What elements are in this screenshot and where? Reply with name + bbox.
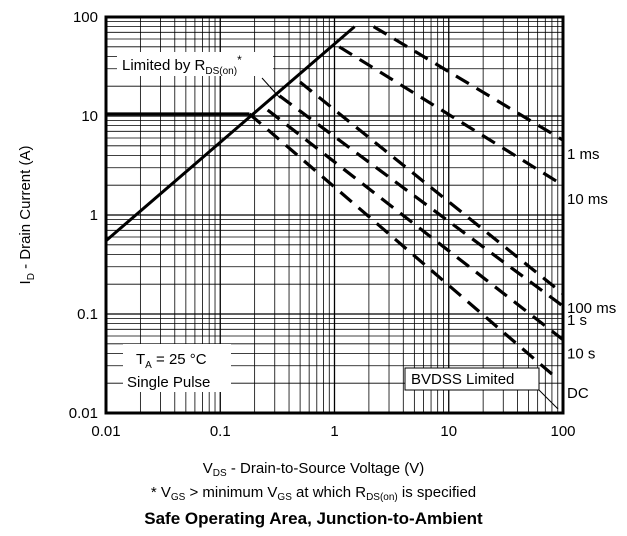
bvdss-label: BVDSS Limited bbox=[411, 371, 514, 388]
series-label-100-ms: 100 ms bbox=[567, 300, 616, 317]
conditions-annotation: TA = 25 °C Single Pulse bbox=[123, 344, 231, 392]
y-tick-label: 0.01 bbox=[69, 405, 98, 422]
series-100-ms-line bbox=[299, 80, 565, 296]
soa-chart: 0.01 0.1 1 10 100 0.01 0.1 1 10 100 1 ms 10 ms 100 … bbox=[17, 9, 616, 440]
rds-label: Limited by RDS(on)* bbox=[122, 53, 242, 77]
x-tick-label: 10 bbox=[440, 423, 457, 440]
pulse-label: Single Pulse bbox=[127, 374, 210, 391]
rds-on-limit-line bbox=[105, 25, 356, 242]
ta-label: TA = 25 °C bbox=[136, 351, 207, 371]
rds-label-bg bbox=[117, 52, 273, 76]
rds-leader-line bbox=[261, 77, 281, 99]
y-tick-label: 1 bbox=[90, 207, 98, 224]
series-labels: 1 ms 10 ms 100 ms1 s 10 s DC bbox=[567, 146, 616, 402]
series-1-ms-line bbox=[372, 25, 564, 142]
y-axis-label: ID - Drain Current (A) bbox=[17, 146, 37, 285]
series-10-ms-line bbox=[338, 45, 564, 187]
rds-annotation: Limited by RDS(on)* bbox=[117, 52, 281, 99]
x-tick-label: 1 bbox=[330, 423, 338, 440]
conditions-bg bbox=[123, 344, 231, 392]
x-tick-label: 100 bbox=[550, 423, 575, 440]
x-axis-label: VDS - Drain-to-Source Voltage (V) bbox=[202, 460, 425, 479]
series-label-dc: DC bbox=[567, 385, 589, 402]
chart-title: Safe Operating Area, Junction-to-Ambient bbox=[144, 509, 483, 528]
bvdss-leader-line bbox=[538, 389, 559, 410]
series-1-s-line bbox=[278, 94, 564, 308]
series-10-s-line bbox=[266, 108, 564, 341]
bvdss-annotation: BVDSS Limited bbox=[404, 367, 559, 410]
series-label-1-ms: 1 ms bbox=[567, 146, 600, 163]
series-label-1-s: 1 s bbox=[567, 312, 587, 329]
y-tick-label: 100 bbox=[73, 9, 98, 26]
bvdss-label-box bbox=[404, 367, 540, 391]
footnote: * VGS > minimum VGS at which RDS(on) is … bbox=[150, 484, 477, 503]
series-label-10-ms: 10 ms bbox=[567, 191, 608, 208]
plot-frame bbox=[104, 15, 565, 415]
curves bbox=[105, 25, 565, 381]
tick-labels: 0.01 0.1 1 10 100 0.01 0.1 1 10 100 bbox=[69, 9, 576, 440]
x-tick-label: 0.1 bbox=[210, 423, 231, 440]
y-tick-label: 10 bbox=[81, 108, 98, 125]
series-label-10-s: 10 s bbox=[567, 346, 595, 363]
series-dc-line bbox=[248, 112, 559, 381]
y-tick-label: 0.1 bbox=[77, 306, 98, 323]
x-tick-label: 0.01 bbox=[91, 423, 120, 440]
